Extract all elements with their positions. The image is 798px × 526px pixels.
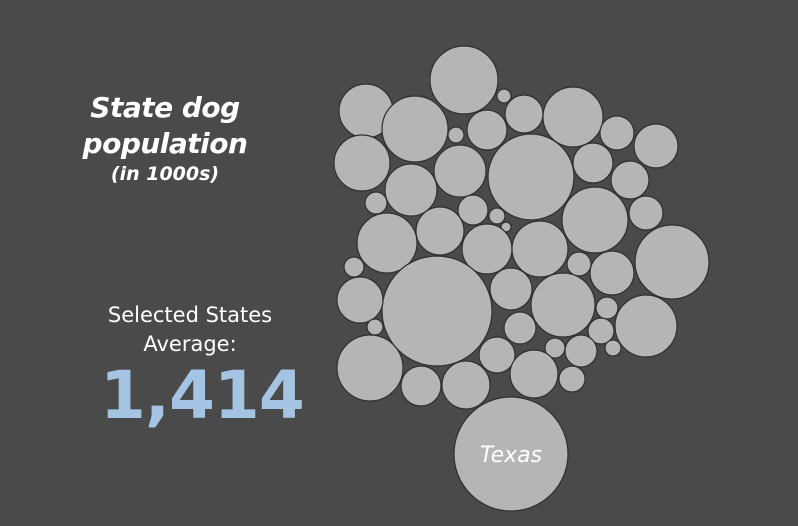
state-bubble[interactable] bbox=[364, 191, 388, 215]
state-bubble[interactable] bbox=[628, 195, 664, 231]
state-bubble[interactable] bbox=[447, 126, 465, 144]
state-bubble[interactable] bbox=[589, 250, 635, 296]
average-value: 1,414 bbox=[100, 357, 305, 434]
state-bubble[interactable] bbox=[400, 365, 442, 407]
state-bubble[interactable] bbox=[415, 206, 465, 256]
state-bubble[interactable] bbox=[457, 194, 489, 226]
state-bubble[interactable] bbox=[558, 365, 586, 393]
state-bubble[interactable] bbox=[366, 318, 384, 336]
state-bubble[interactable] bbox=[333, 134, 391, 192]
state-bubble[interactable] bbox=[488, 207, 506, 225]
state-bubble[interactable] bbox=[604, 339, 622, 357]
state-bubble[interactable] bbox=[496, 88, 512, 104]
title-line-2: population bbox=[82, 127, 248, 160]
state-bubble[interactable] bbox=[336, 334, 404, 402]
state-bubble[interactable] bbox=[343, 256, 365, 278]
state-bubble[interactable] bbox=[566, 251, 592, 277]
title-line-1: State dog bbox=[90, 91, 240, 124]
state-bubble[interactable] bbox=[634, 224, 710, 300]
state-bubble[interactable] bbox=[509, 349, 559, 399]
state-bubble[interactable] bbox=[433, 144, 487, 198]
state-bubble[interactable] bbox=[610, 160, 650, 200]
state-bubble[interactable] bbox=[478, 336, 516, 374]
average-label-line-1: Selected States bbox=[107, 303, 273, 327]
state-bubble[interactable] bbox=[595, 296, 619, 320]
state-bubble[interactable] bbox=[441, 360, 491, 410]
texas-label: Texas bbox=[480, 443, 542, 468]
state-bubble[interactable] bbox=[429, 45, 499, 115]
state-bubble[interactable] bbox=[336, 276, 384, 324]
state-bubble[interactable] bbox=[599, 115, 635, 151]
state-bubble[interactable] bbox=[614, 294, 678, 358]
state-bubble[interactable] bbox=[587, 317, 615, 345]
state-bubble[interactable] bbox=[530, 272, 596, 338]
state-bubble[interactable] bbox=[384, 163, 438, 217]
average-label: Selected States Average: bbox=[80, 301, 300, 359]
chart-title: State dog population (in 1000s) bbox=[70, 90, 260, 186]
state-bubble[interactable] bbox=[504, 94, 544, 134]
state-bubble[interactable] bbox=[466, 109, 508, 151]
state-bubble[interactable] bbox=[381, 255, 493, 367]
state-bubble[interactable] bbox=[542, 86, 604, 148]
average-label-line-2: Average: bbox=[143, 332, 237, 356]
state-bubble[interactable] bbox=[487, 133, 575, 221]
state-bubble[interactable] bbox=[511, 220, 569, 278]
title-unit: (in 1000s) bbox=[110, 163, 220, 185]
state-bubble-texas[interactable] bbox=[453, 396, 569, 512]
state-bubble[interactable] bbox=[381, 95, 449, 163]
state-bubble[interactable] bbox=[572, 142, 614, 184]
state-bubble[interactable] bbox=[503, 311, 537, 345]
state-bubble[interactable] bbox=[633, 123, 679, 169]
state-bubble[interactable] bbox=[489, 267, 533, 311]
state-bubble[interactable] bbox=[561, 186, 629, 254]
state-bubble[interactable] bbox=[564, 334, 598, 368]
state-bubble[interactable] bbox=[356, 212, 418, 274]
